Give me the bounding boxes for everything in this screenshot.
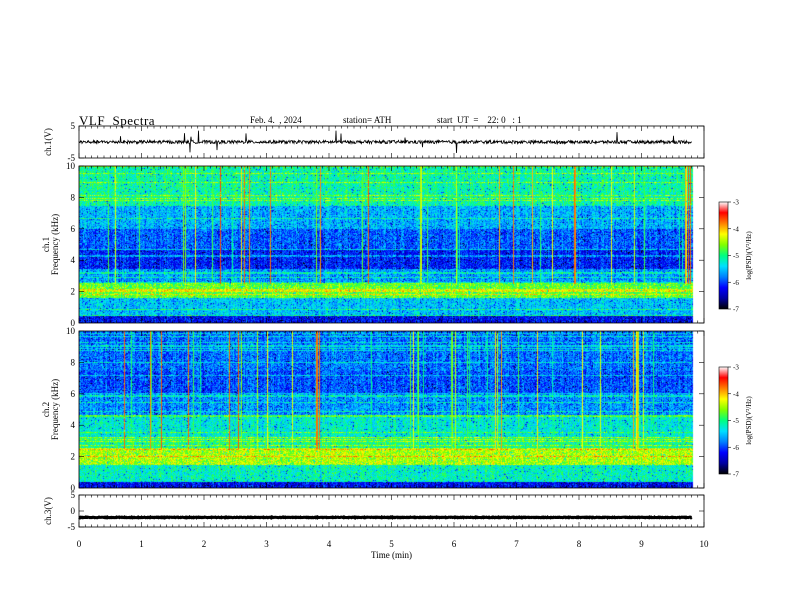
colorbar-2 [718,366,729,475]
colorbar-tick-label: -6 [733,444,739,452]
y-tick-label: 8 [71,192,76,202]
ch1-waveform-line [78,130,692,154]
y-axis-label: Frequency (kHz) [50,214,60,275]
colorbar-tick-label: -6 [733,279,739,287]
y-tick-label: -5 [68,522,76,532]
x-tick-label: 2 [202,539,207,549]
colorbar-tick-label: -3 [733,364,739,372]
y-tick-label: 5 [71,490,76,500]
y-tick-label: 4 [71,255,76,265]
x-tick-label: 6 [452,539,457,549]
y-axis-label: ch.2 [41,402,51,417]
y-axis-label: Frequency (kHz) [50,379,60,440]
x-tick-label: 0 [77,539,82,549]
y-tick-label: 6 [71,224,76,234]
colorbar-label: log(PSD)(V²/Hz) [745,396,753,445]
y-tick-label: -5 [68,153,76,163]
x-tick-label: 8 [577,539,582,549]
y-tick-label: 2 [71,452,76,462]
x-tick-label: 9 [639,539,644,549]
colorbar-label: log(PSD)(V²/Hz) [745,231,753,280]
ch1-spectrogram-image [79,166,704,323]
colorbar-tick-label: -7 [733,306,739,314]
x-tick-label: 10 [700,539,710,549]
start-time-label: start UT = 22: 0 : 1 [437,115,522,125]
x-tick-label: 7 [514,539,519,549]
y-axis-label: ch.1 [41,237,51,252]
y-tick-label: 5 [71,121,76,131]
colorbar-tick-label: -5 [733,252,739,260]
station-label: station= ATH [343,115,392,125]
figure-title: VLF Spectra [79,113,156,128]
colorbar-tick-label: -4 [733,225,739,233]
colorbar-tick-label: -4 [733,390,739,398]
y-axis-label: ch.3(V) [43,497,53,525]
y-tick-label: 8 [71,357,76,367]
y-tick-label: 0 [71,506,76,516]
y-tick-label: 0 [71,318,76,328]
colorbar-tick-label: -3 [733,199,739,207]
y-tick-label: 2 [71,287,76,297]
colorbar-tick-label: -7 [733,471,739,479]
y-tick-label: 6 [71,389,76,399]
y-tick-label: 0 [71,483,76,493]
y-axis-label: ch.1(V) [43,128,53,156]
y-tick-label: 4 [71,420,76,430]
y-tick-label: 10 [66,161,76,171]
ch2-spectrogram-image [79,331,704,488]
x-tick-label: 4 [327,539,332,549]
ch3-waveform-line [78,514,693,520]
x-tick-label: 5 [389,539,394,549]
date-label: Feb. 4. , 2024 [250,115,302,125]
colorbar-tick-label: -5 [733,417,739,425]
colorbar-1 [718,201,729,310]
x-tick-label: 1 [139,539,144,549]
x-axis-label: Time (min) [371,550,412,560]
x-tick-label: 3 [264,539,269,549]
y-tick-label: 10 [66,326,76,336]
